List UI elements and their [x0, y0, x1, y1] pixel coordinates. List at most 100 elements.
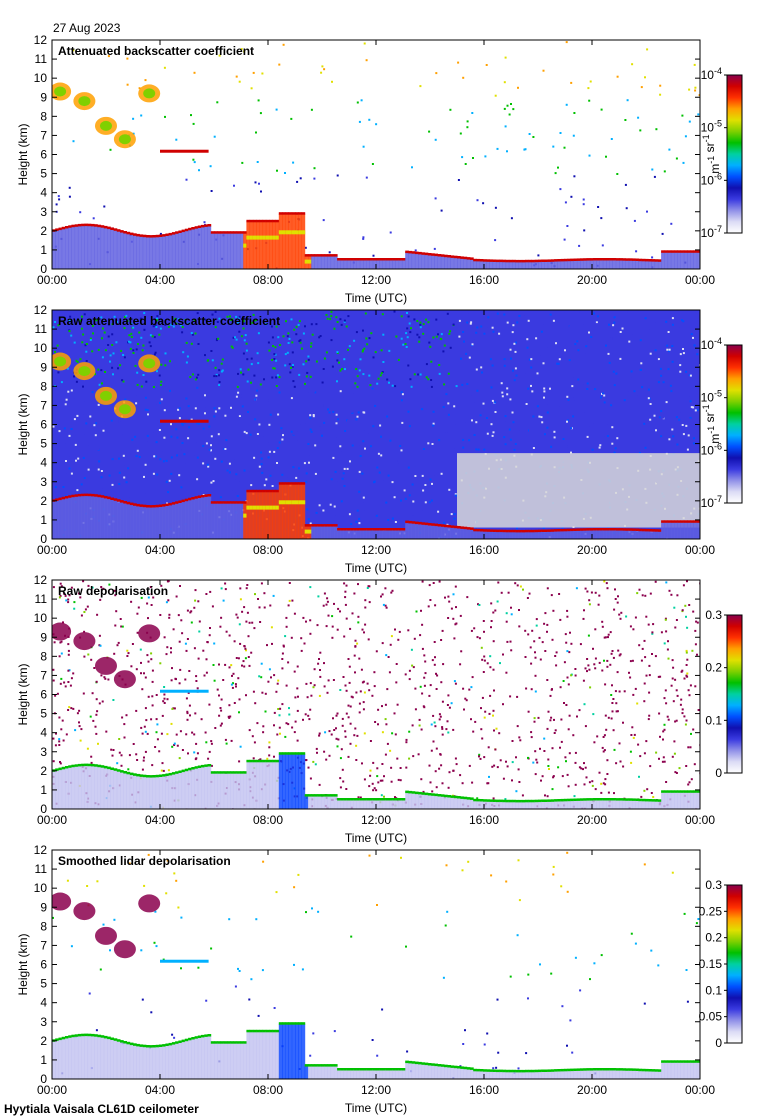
y-tick-label: 3: [40, 1015, 47, 1029]
x-axis-label: Time (UTC): [345, 1101, 407, 1115]
y-tick-label: 11: [35, 862, 48, 876]
y-tick-label: 7: [40, 398, 47, 412]
panel-title: Attenuated backscatter coefficient: [58, 44, 254, 58]
colorbar-tick-label: 10-5: [701, 119, 722, 135]
y-tick-label: 7: [40, 668, 47, 682]
x-tick-label: 08:00: [253, 543, 283, 557]
y-axis-label: Height (km): [16, 123, 30, 185]
y-axis-label: Height (km): [16, 663, 30, 725]
x-tick-label: 16:00: [469, 543, 499, 557]
colorbar-scale: [726, 74, 743, 234]
panel-title: Smoothed lidar depolarisation: [58, 854, 231, 868]
y-tick-label: 3: [40, 475, 47, 489]
y-tick-label: 5: [40, 707, 47, 721]
x-tick-label: 12:00: [361, 543, 391, 557]
heatmap-field: [52, 851, 700, 1079]
plot-background: [52, 850, 700, 1079]
y-tick-label: 6: [40, 148, 47, 162]
x-tick-label: 12:00: [361, 1083, 391, 1097]
y-tick-label: 7: [40, 938, 47, 952]
panel-title: Raw depolarisation: [58, 584, 168, 598]
x-tick-label: 12:00: [361, 813, 391, 827]
colorbar: 10-710-610-510-4m-1 sr-1: [701, 66, 743, 240]
y-tick-label: 12: [34, 573, 48, 587]
y-tick-label: 1: [40, 783, 47, 797]
colorbar-tick-label: 0.15: [699, 957, 723, 971]
y-tick-label: 9: [40, 360, 47, 374]
y-tick-label: 9: [40, 90, 47, 104]
y-tick-label: 1: [40, 243, 47, 257]
y-tick-label: 4: [40, 186, 47, 200]
y-tick-label: 6: [40, 958, 47, 972]
colorbar: 0 0.05 0.1 0.15 0.2 0.25 0.3: [699, 878, 743, 1050]
colorbar-unit-label: m-1 sr-1: [701, 134, 722, 173]
plot-background: [52, 40, 700, 269]
y-tick-label: 5: [40, 977, 47, 991]
colorbar-tick-label: 10-4: [701, 336, 722, 352]
colorbar-tick-label: 0: [715, 1036, 722, 1050]
x-tick-label: 08:00: [253, 1083, 283, 1097]
date-label: 27 Aug 2023: [53, 21, 121, 35]
y-tick-label: 11: [35, 322, 48, 336]
x-tick-label: 00:00: [685, 543, 715, 557]
panel-4: Smoothed lidar depolarisation01234567891…: [16, 843, 743, 1115]
colorbar-tick-label: 10-7: [701, 224, 722, 240]
y-tick-label: 12: [34, 33, 48, 47]
colorbar-tick-label: 0.25: [699, 904, 723, 918]
y-tick-label: 6: [40, 688, 47, 702]
colorbar-tick-label: 0: [715, 766, 722, 780]
y-tick-label: 0: [40, 802, 47, 816]
y-tick-label: 10: [34, 881, 48, 895]
x-tick-label: 00:00: [37, 273, 67, 287]
y-tick-label: 0: [40, 532, 47, 546]
panel-2: Raw attenuated backscatter coefficient 0 1…: [16, 303, 743, 575]
x-tick-label: 00:00: [685, 273, 715, 287]
y-tick-label: 8: [40, 919, 47, 933]
y-tick-label: 8: [40, 379, 47, 393]
y-tick-label: 10: [34, 341, 48, 355]
x-tick-label: 08:00: [253, 273, 283, 287]
x-tick-label: 12:00: [361, 273, 391, 287]
y-tick-label: 4: [40, 726, 47, 740]
x-tick-label: 16:00: [469, 813, 499, 827]
colorbar-scale: [726, 614, 743, 774]
y-tick-label: 11: [35, 592, 48, 606]
y-tick-label: 0: [40, 262, 47, 276]
y-tick-label: 9: [40, 630, 47, 644]
y-tick-label: 10: [34, 611, 48, 625]
x-tick-label: 20:00: [577, 543, 607, 557]
y-tick-label: 6: [40, 418, 47, 432]
panel-1: Attenuated backscatter coefficient012345…: [16, 33, 743, 305]
colorbar: 10-710-610-510-4m-1 sr-1: [701, 336, 743, 510]
y-tick-label: 12: [34, 303, 48, 317]
x-tick-label: 00:00: [685, 813, 715, 827]
y-tick-label: 1: [40, 1053, 47, 1067]
x-tick-label: 00:00: [37, 1083, 67, 1097]
x-tick-label: 04:00: [145, 273, 175, 287]
colorbar-tick-label: 10-5: [701, 389, 722, 405]
colorbar-tick-label: 0.3: [705, 878, 722, 892]
colorbar-tick-label: 10-4: [701, 66, 722, 82]
y-tick-label: 4: [40, 456, 47, 470]
colorbar-tick-label: 0.2: [705, 931, 722, 945]
y-tick-label: 2: [40, 764, 47, 778]
x-axis-label: Time (UTC): [345, 831, 407, 845]
colorbar-unit-label: m-1 sr-1: [701, 404, 722, 443]
y-tick-label: 9: [40, 900, 47, 914]
x-axis-label: Time (UTC): [345, 291, 407, 305]
colorbar-tick-label: 0.3: [705, 608, 722, 622]
colorbar-tick-label: 0.1: [705, 983, 722, 997]
x-tick-label: 04:00: [145, 1083, 175, 1097]
y-tick-label: 3: [40, 745, 47, 759]
y-tick-label: 8: [40, 109, 47, 123]
x-tick-label: 20:00: [577, 813, 607, 827]
x-tick-label: 00:00: [37, 543, 67, 557]
colorbar-tick-label: 10-7: [701, 494, 722, 510]
y-axis-label: Height (km): [16, 393, 30, 455]
y-tick-label: 1: [40, 513, 47, 527]
x-tick-label: 00:00: [685, 1083, 715, 1097]
y-axis-label: Height (km): [16, 933, 30, 995]
x-axis-label: Time (UTC): [345, 561, 407, 575]
